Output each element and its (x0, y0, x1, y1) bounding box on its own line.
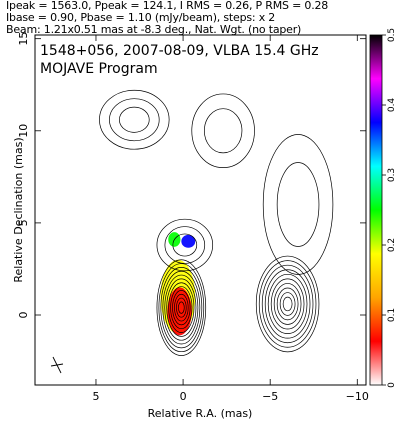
beam-ellipse (50, 356, 64, 374)
contour-jet-knot (164, 226, 206, 264)
contour-core (160, 267, 203, 349)
y-axis-label: Relative Declination (mas) (12, 137, 25, 282)
header-line-2: Ibase = 0.90, Pbase = 1.10 (mJy/beam), s… (6, 11, 276, 24)
contour-core (168, 282, 195, 333)
colorbar-ticks: 0 0.1 0.2 0.3 0.4 0.5 (382, 28, 397, 388)
contour-core (166, 278, 197, 337)
y-tick-label: 10 (17, 124, 30, 138)
contour-core (174, 293, 189, 322)
contour-west-lobe (276, 287, 299, 321)
contour-west-lobe (261, 264, 314, 344)
contour-west-lobe (255, 255, 320, 353)
x-axis-label: Relative R.A. (mas) (148, 407, 253, 420)
contour-west-lobe (264, 269, 311, 339)
contour-north-arc (203, 108, 243, 154)
contour-layer (99, 89, 334, 356)
colorbar-tick-label: 0 (387, 382, 397, 388)
colorbar-tick-label: 0.3 (387, 168, 397, 182)
plot-frame (34, 34, 367, 386)
y-tick-label: 0 (17, 312, 30, 319)
contour-core (176, 297, 187, 318)
contour-core (156, 259, 207, 356)
colorbar-tick-label: 0.2 (387, 238, 397, 252)
contour-core (170, 286, 193, 330)
contour-north-cloud (99, 89, 170, 150)
contour-core (158, 263, 205, 353)
colorbar-tick-label: 0.4 (387, 98, 397, 113)
header-line-1: Ipeak = 1563.0, Ppeak = 124.1, I RMS = 0… (6, 0, 329, 12)
beam-minor-axis (50, 363, 64, 367)
header-line-3: Beam: 1.21x0.51 mas at -8.3 deg., Nat. W… (6, 23, 302, 36)
contour-core (172, 290, 191, 326)
colorbar-tick-label: 0.1 (387, 308, 397, 322)
contour-core (178, 301, 185, 314)
contour-core (164, 274, 199, 341)
axis-ticks: 5 0 −5 −10 0 5 10 15 (17, 32, 369, 403)
y-tick-label: 15 (17, 32, 30, 46)
contour-north-arc (191, 93, 255, 168)
contour-west-plume (262, 134, 334, 275)
colorbar-tick-label: 0.5 (387, 28, 397, 42)
contour-north-cloud (119, 106, 150, 133)
colorbar (369, 34, 383, 386)
chart-subtitle: MOJAVE Program (40, 61, 158, 77)
contour-west-lobe (267, 273, 308, 334)
polarization-patch (181, 234, 196, 248)
contour-west-plume (276, 162, 320, 247)
contour-west-lobe (258, 260, 317, 348)
contour-core (162, 270, 201, 345)
x-tick-label: 0 (180, 390, 187, 403)
x-tick-label: 5 (92, 390, 99, 403)
x-tick-label: −10 (346, 390, 369, 403)
x-tick-label: −5 (262, 390, 278, 403)
contour-jet-knot (172, 233, 198, 257)
contour-north-cloud (109, 98, 160, 142)
contour-west-lobe (279, 292, 296, 316)
chart-title: 1548+056, 2007-08-09, VLBA 15.4 GHz (40, 43, 319, 59)
contour-jet-knot (156, 218, 214, 272)
contour-west-lobe (273, 283, 302, 325)
contour-west-lobe (282, 296, 293, 312)
y-tick-label: 5 (17, 219, 30, 226)
contour-west-lobe (270, 278, 305, 330)
